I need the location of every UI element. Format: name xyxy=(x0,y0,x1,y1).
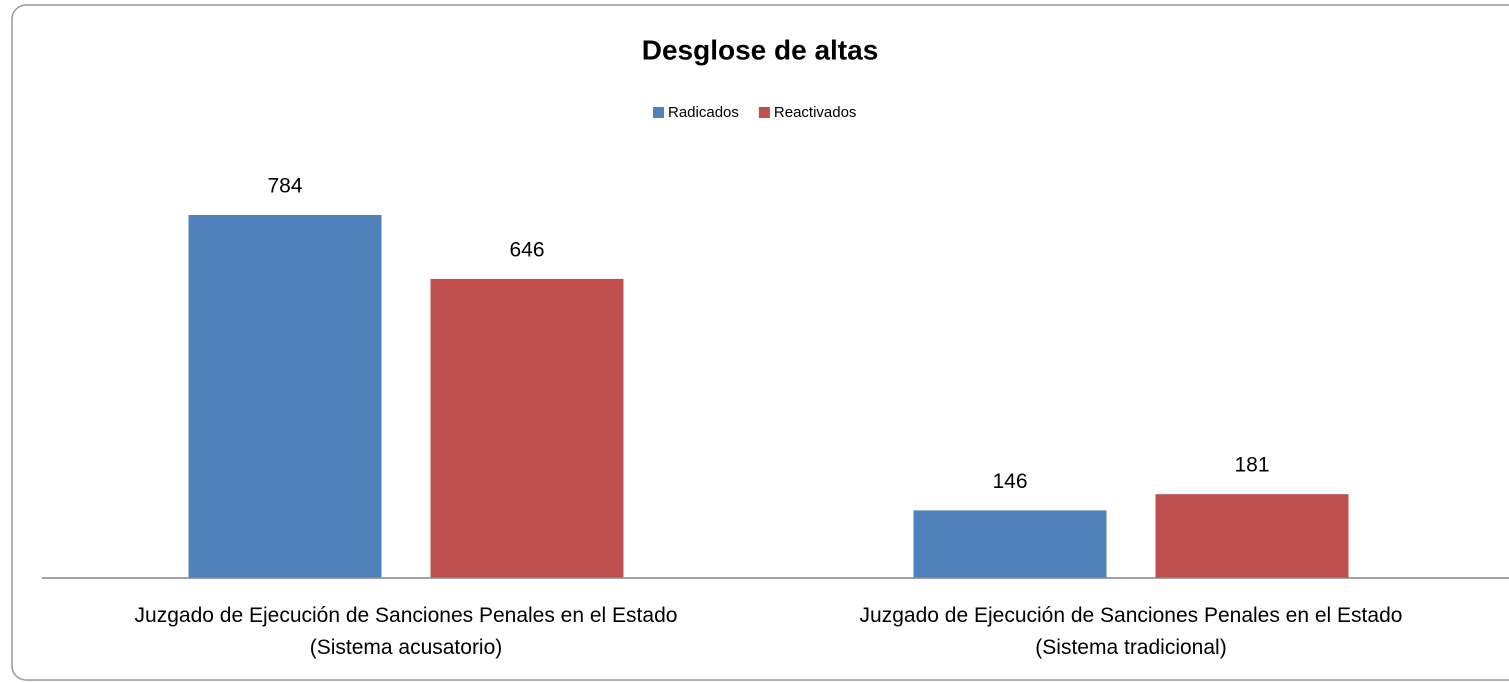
legend-label: Reactivados xyxy=(774,104,857,121)
legend-swatch xyxy=(758,107,770,118)
bar xyxy=(913,510,1107,578)
chart-frame xyxy=(11,4,1509,681)
bar xyxy=(430,278,624,578)
data-label: 146 xyxy=(992,470,1027,493)
bar xyxy=(188,215,382,578)
legend-label: Radicados xyxy=(668,104,739,121)
x-tick-label: Juzgado de Ejecución de Sanciones Penale… xyxy=(859,604,1403,659)
x-tick-label: Juzgado de Ejecución de Sanciones Penale… xyxy=(134,604,678,659)
chart-title: Desglose de altas xyxy=(642,34,879,65)
bar xyxy=(1155,494,1349,578)
legend-swatch xyxy=(653,107,664,118)
data-label: 181 xyxy=(1234,454,1269,477)
data-label: 784 xyxy=(267,175,302,198)
data-label: 646 xyxy=(509,238,544,261)
